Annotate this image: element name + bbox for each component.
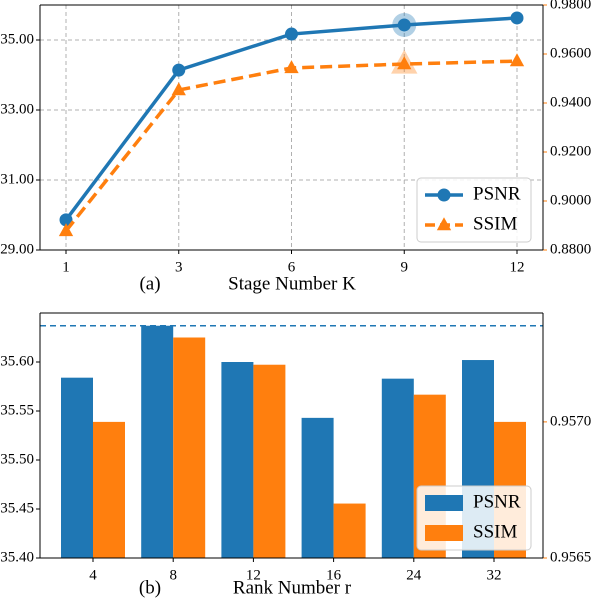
y2-tick-label: 0.9570 bbox=[550, 413, 591, 429]
legend: PSNR SSIM bbox=[416, 485, 532, 551]
bar bbox=[381, 378, 414, 558]
panel-label: (b) bbox=[139, 577, 161, 598]
marker bbox=[510, 11, 524, 25]
y2-tick-label: 0.9600 bbox=[550, 45, 591, 61]
marker bbox=[59, 213, 73, 227]
y2-tick-label: 0.9400 bbox=[550, 94, 591, 110]
marker bbox=[58, 223, 74, 237]
y2-tick-label: 0.9000 bbox=[550, 192, 591, 208]
x-tick-label: 32 bbox=[487, 567, 502, 583]
y-tick-label: 35.50 bbox=[0, 451, 34, 467]
x-tick-label: 9 bbox=[401, 259, 409, 275]
marker bbox=[397, 18, 411, 32]
bar bbox=[93, 421, 125, 558]
legend-swatch bbox=[425, 495, 463, 511]
legend-marker bbox=[437, 188, 451, 202]
legend-label: PSNR bbox=[473, 491, 521, 512]
bar bbox=[333, 503, 366, 558]
y-tick-label: 35.45 bbox=[0, 500, 34, 516]
y2-tick-label: 0.9200 bbox=[550, 143, 591, 159]
legend: PSNR SSIM bbox=[416, 177, 532, 243]
bar bbox=[61, 377, 93, 558]
x-axis-label: Rank Number r bbox=[233, 577, 352, 598]
y2-tick-label: 0.8800 bbox=[550, 241, 591, 257]
bar bbox=[253, 364, 286, 558]
y-tick-label: 35.40 bbox=[0, 549, 34, 565]
x-tick-label: 1 bbox=[62, 259, 70, 275]
x-axis-label: Stage Number K bbox=[228, 273, 356, 294]
bar bbox=[141, 325, 174, 558]
marker bbox=[171, 82, 186, 96]
panel-label: (a) bbox=[139, 273, 160, 294]
legend-label: PSNR bbox=[473, 183, 521, 204]
legend-label: SSIM bbox=[473, 521, 517, 542]
y-tick-label: 35.00 bbox=[0, 31, 34, 47]
marker bbox=[397, 56, 412, 70]
x-tick-label: 8 bbox=[169, 567, 177, 583]
legend-label: SSIM bbox=[473, 213, 517, 234]
x-tick-label: 12 bbox=[510, 259, 525, 275]
x-tick-label: 12 bbox=[246, 567, 261, 583]
x-tick-label: 3 bbox=[175, 259, 183, 275]
x-tick-label: 24 bbox=[406, 567, 422, 583]
bar bbox=[221, 362, 254, 558]
marker bbox=[285, 27, 298, 41]
bar bbox=[301, 417, 334, 558]
y-tick-label: 31.00 bbox=[0, 171, 34, 187]
bar bbox=[173, 337, 206, 558]
marker bbox=[284, 60, 299, 74]
x-tick-label: 16 bbox=[326, 567, 342, 583]
y-tick-label: 35.55 bbox=[0, 402, 34, 418]
x-tick-label: 6 bbox=[288, 259, 296, 275]
x-tick-label: 4 bbox=[89, 567, 97, 583]
marker bbox=[172, 63, 186, 77]
legend-marker bbox=[436, 217, 452, 231]
y-tick-label: 29.00 bbox=[0, 241, 34, 257]
y2-tick-label: 0.9800 bbox=[550, 0, 591, 12]
marker bbox=[509, 53, 525, 67]
y-tick-label: 35.60 bbox=[0, 353, 34, 369]
legend-swatch bbox=[425, 525, 463, 541]
y-tick-label: 33.00 bbox=[0, 101, 34, 117]
y2-tick-label: 0.9565 bbox=[550, 549, 591, 565]
